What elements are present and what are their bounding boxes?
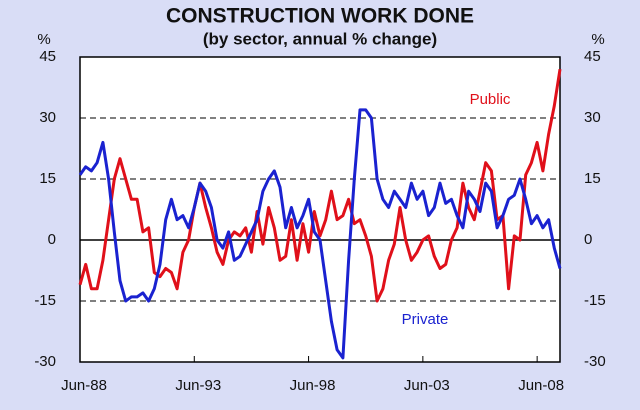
y-tick-label: -15 xyxy=(34,292,56,309)
y2-unit: % xyxy=(591,31,604,48)
series-line xyxy=(78,108,562,360)
y2-tick-label: 15 xyxy=(584,170,601,187)
y-unit: % xyxy=(37,31,50,48)
y-tick-label: 30 xyxy=(39,109,56,126)
series-line xyxy=(78,68,562,303)
y-tick-label: 45 xyxy=(39,48,56,65)
y2-tick-label: 30 xyxy=(584,109,601,126)
x-tick-label: Jun-98 xyxy=(290,377,336,394)
y2-tick-label: -15 xyxy=(584,292,606,309)
x-tick-label: Jun-08 xyxy=(518,377,564,394)
y2-tick-label: -30 xyxy=(584,353,606,370)
y2-tick-label: 0 xyxy=(584,231,592,248)
y-tick-label: 0 xyxy=(48,231,56,248)
y-tick-label: -30 xyxy=(34,353,56,370)
y2-tick-label: 45 xyxy=(584,48,601,65)
x-tick-label: Jun-03 xyxy=(404,377,450,394)
legend-label: Public xyxy=(470,91,511,108)
x-tick-label: Jun-93 xyxy=(175,377,221,394)
legend-label: Private xyxy=(402,311,449,328)
chart-title: CONSTRUCTION WORK DONE xyxy=(166,5,474,28)
x-tick-label: Jun-88 xyxy=(61,377,107,394)
y-tick-label: 15 xyxy=(39,170,56,187)
chart-subtitle: (by sector, annual % change) xyxy=(203,29,437,48)
